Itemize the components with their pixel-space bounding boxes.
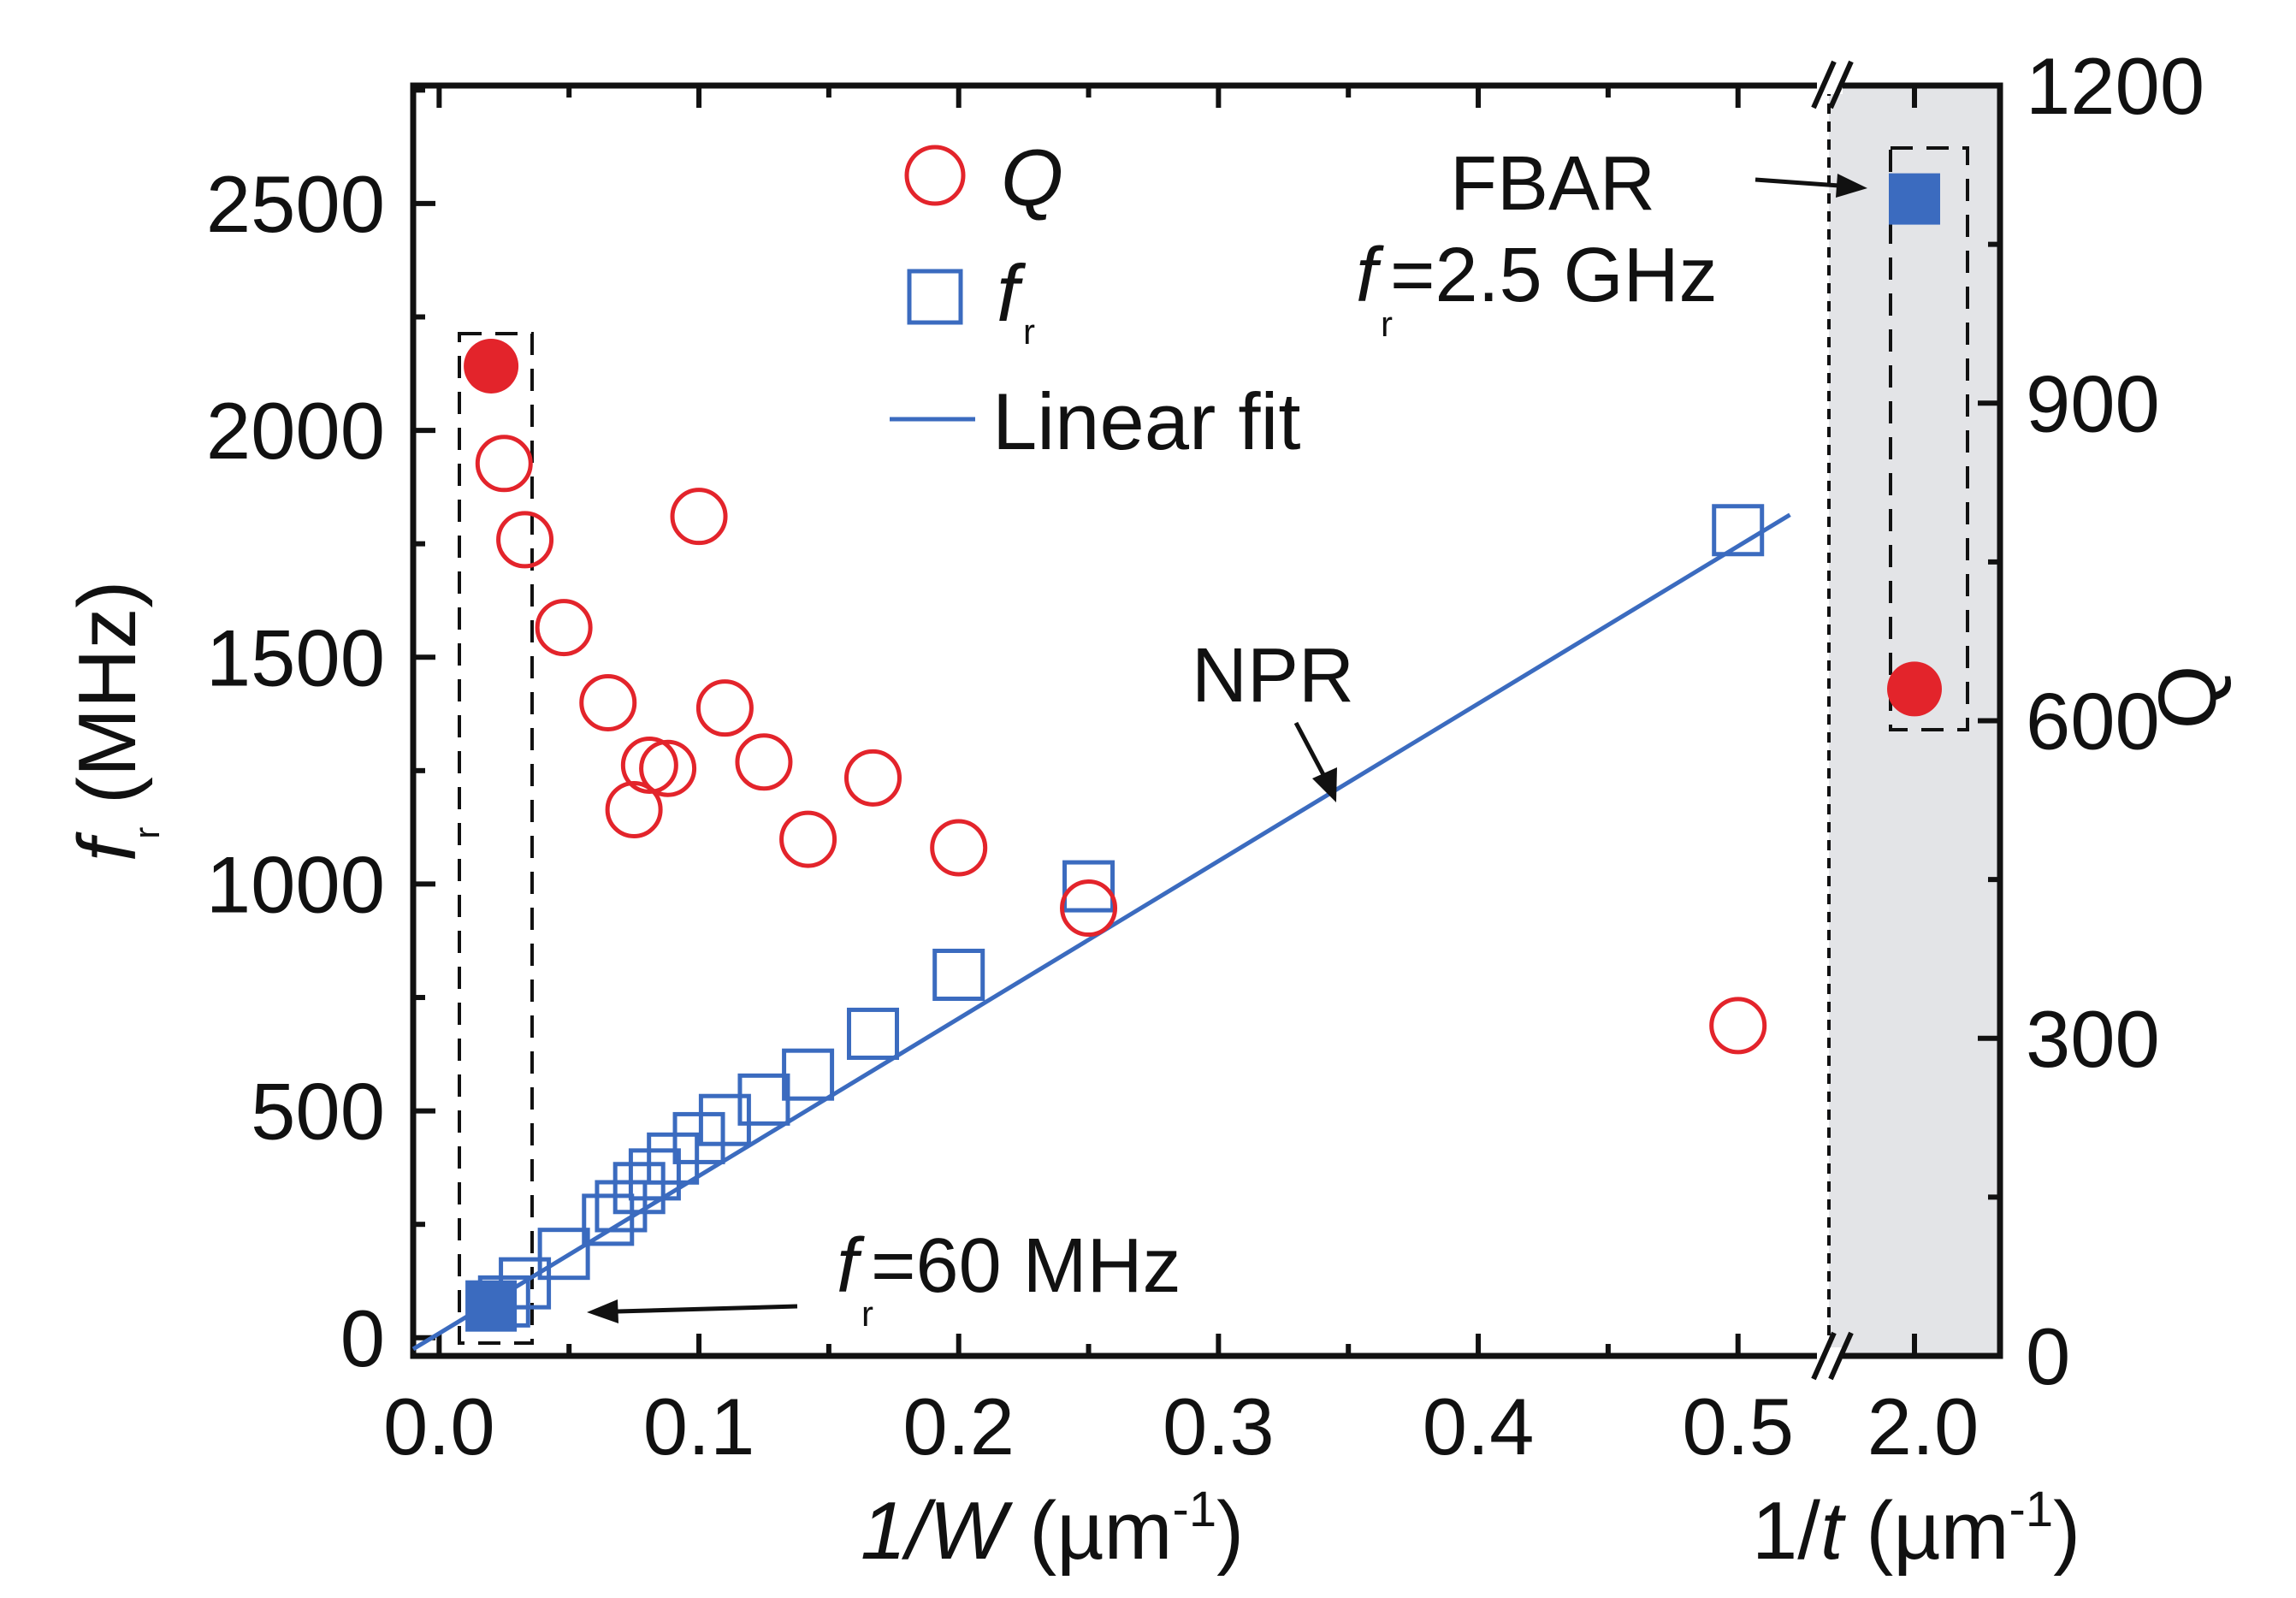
q-point — [670, 488, 728, 546]
x-left-title-close: ) — [1216, 1485, 1244, 1577]
x-axis-title-left: 1/W (µm-1) — [861, 1482, 1244, 1577]
y-right-tick-label: 600 — [2026, 677, 2160, 766]
fr-point — [698, 1093, 751, 1146]
y-right-tick-label: 300 — [2026, 994, 2160, 1084]
q-highlight-point — [464, 338, 519, 394]
fbar-label: FBAR — [1450, 141, 1655, 227]
annotation-npr: NPR — [1192, 633, 1354, 802]
legend-fr-label: f — [997, 248, 1027, 338]
fr-point — [628, 1148, 681, 1201]
legend-q-label: Q — [1001, 133, 1063, 222]
x-tick-label: 0.3 — [1163, 1382, 1275, 1471]
q-point — [1060, 879, 1118, 938]
y-right-tick-label: 900 — [2026, 358, 2160, 448]
q-point — [475, 435, 533, 493]
fr-point — [595, 1180, 648, 1233]
x-right-title-main: 1/ — [1752, 1485, 1820, 1577]
fr-point — [612, 1162, 666, 1215]
fr-point — [582, 1193, 635, 1246]
y-axis-title-left: fr (MHz) — [62, 581, 167, 862]
fbar-sub: r — [1381, 304, 1393, 344]
x-tick-label: 0.4 — [1423, 1382, 1535, 1471]
x-left-title-main: 1/W — [861, 1485, 1014, 1577]
annotation-fbar: FBAR f r =2.5 GHz — [1356, 141, 1867, 344]
y-left-tick-label: 0 — [340, 1293, 385, 1383]
npr-arrow-line — [1293, 721, 1329, 783]
q-point — [639, 739, 697, 797]
q-point — [735, 733, 793, 791]
q-point — [930, 819, 988, 877]
x-left-title-units: (µm — [1007, 1485, 1173, 1577]
x-right-title-close: ) — [2053, 1485, 2080, 1577]
x-right-title-units: (µm — [1843, 1485, 2009, 1577]
y-axis-title-right: Q — [2142, 666, 2234, 730]
q-point — [579, 673, 637, 731]
y-left-title-sub: r — [127, 827, 167, 839]
tick-labels: 0.0 0.1 0.2 0.3 0.4 0.5 2.0 0 500 1000 1500 2000 250… — [206, 41, 2204, 1471]
npr-label: NPR — [1192, 633, 1354, 719]
y-left-tick-label: 500 — [251, 1067, 385, 1157]
q-point — [535, 599, 593, 657]
npr-arrowhead — [1312, 767, 1337, 802]
x-tick-label: 0.0 — [383, 1382, 495, 1471]
fr-point — [782, 1048, 835, 1101]
q-point — [620, 736, 678, 794]
legend-fit-label: Linear fit — [992, 376, 1301, 466]
fr-point — [1712, 504, 1765, 557]
x-tick-label: 0.2 — [902, 1382, 1015, 1471]
axis-break-top — [1811, 60, 1854, 109]
fr-highlight-point — [1889, 173, 1940, 225]
data-marks — [464, 173, 1942, 1332]
y-right-tick-label: 0 — [2026, 1311, 2070, 1401]
fr-point — [537, 1228, 590, 1281]
fbar-arrow-line — [1755, 177, 1840, 188]
fr-point — [1062, 860, 1115, 913]
y-right-tick-label: 1200 — [2026, 41, 2204, 131]
svg-text:fr (MHz): fr (MHz) — [62, 581, 167, 862]
q-point — [605, 780, 663, 838]
low-arrowhead — [587, 1299, 618, 1323]
low-value: =60 MHz — [871, 1223, 1181, 1309]
svg-text:1/t (µm-1): 1/t (µm-1) — [1752, 1482, 2080, 1577]
legend-fr-sub: r — [1023, 311, 1035, 352]
fbar-value: =2.5 GHz — [1390, 233, 1718, 318]
q-point — [779, 810, 837, 868]
q-point — [496, 511, 554, 569]
q-highlight-point — [1887, 661, 1942, 717]
highlight-box-left — [458, 332, 534, 1345]
axis-ticks — [413, 83, 2000, 1358]
right-shaded-region — [1829, 86, 2000, 1356]
fr-point — [932, 949, 985, 1001]
x-left-title-exp: -1 — [1173, 1482, 1217, 1537]
q-point — [695, 679, 754, 737]
y-right-title: Q — [2142, 666, 2234, 730]
fr-highlight-point — [465, 1280, 518, 1332]
axis-break-bottom — [1811, 1331, 1854, 1381]
y-left-tick-label: 2000 — [206, 386, 385, 476]
fbar-arrowhead — [1836, 174, 1867, 198]
q-point — [1709, 997, 1767, 1055]
x-axis-title-right: 1/t (µm-1) — [1752, 1482, 2080, 1577]
fr-point — [846, 1007, 899, 1060]
annotation-60mhz: f r =60 MHz — [587, 1223, 1181, 1334]
svg-text:1/W (µm-1): 1/W (µm-1) — [861, 1482, 1244, 1577]
y-left-tick-label: 1000 — [206, 839, 385, 929]
y-left-title-units: (MHz) — [62, 581, 153, 827]
x-tick-label: 0.5 — [1682, 1382, 1794, 1471]
x-right-title-exp: -1 — [2009, 1482, 2054, 1537]
legend-q-marker — [904, 145, 966, 206]
legend-fr-marker — [907, 269, 963, 325]
x-tick-label: 0.1 — [643, 1382, 755, 1471]
low-sub: r — [861, 1293, 873, 1334]
highlight-box-right — [1889, 146, 1969, 731]
x-right-title-italic: t — [1820, 1485, 1846, 1577]
y-left-tick-label: 2500 — [206, 159, 385, 249]
low-arrow-line — [617, 1304, 798, 1314]
y-left-tick-label: 1500 — [206, 613, 385, 702]
q-point — [843, 749, 902, 807]
x-right-tick-label: 2.0 — [1867, 1382, 1979, 1471]
legend: Q f r Linear fit — [890, 133, 1301, 466]
